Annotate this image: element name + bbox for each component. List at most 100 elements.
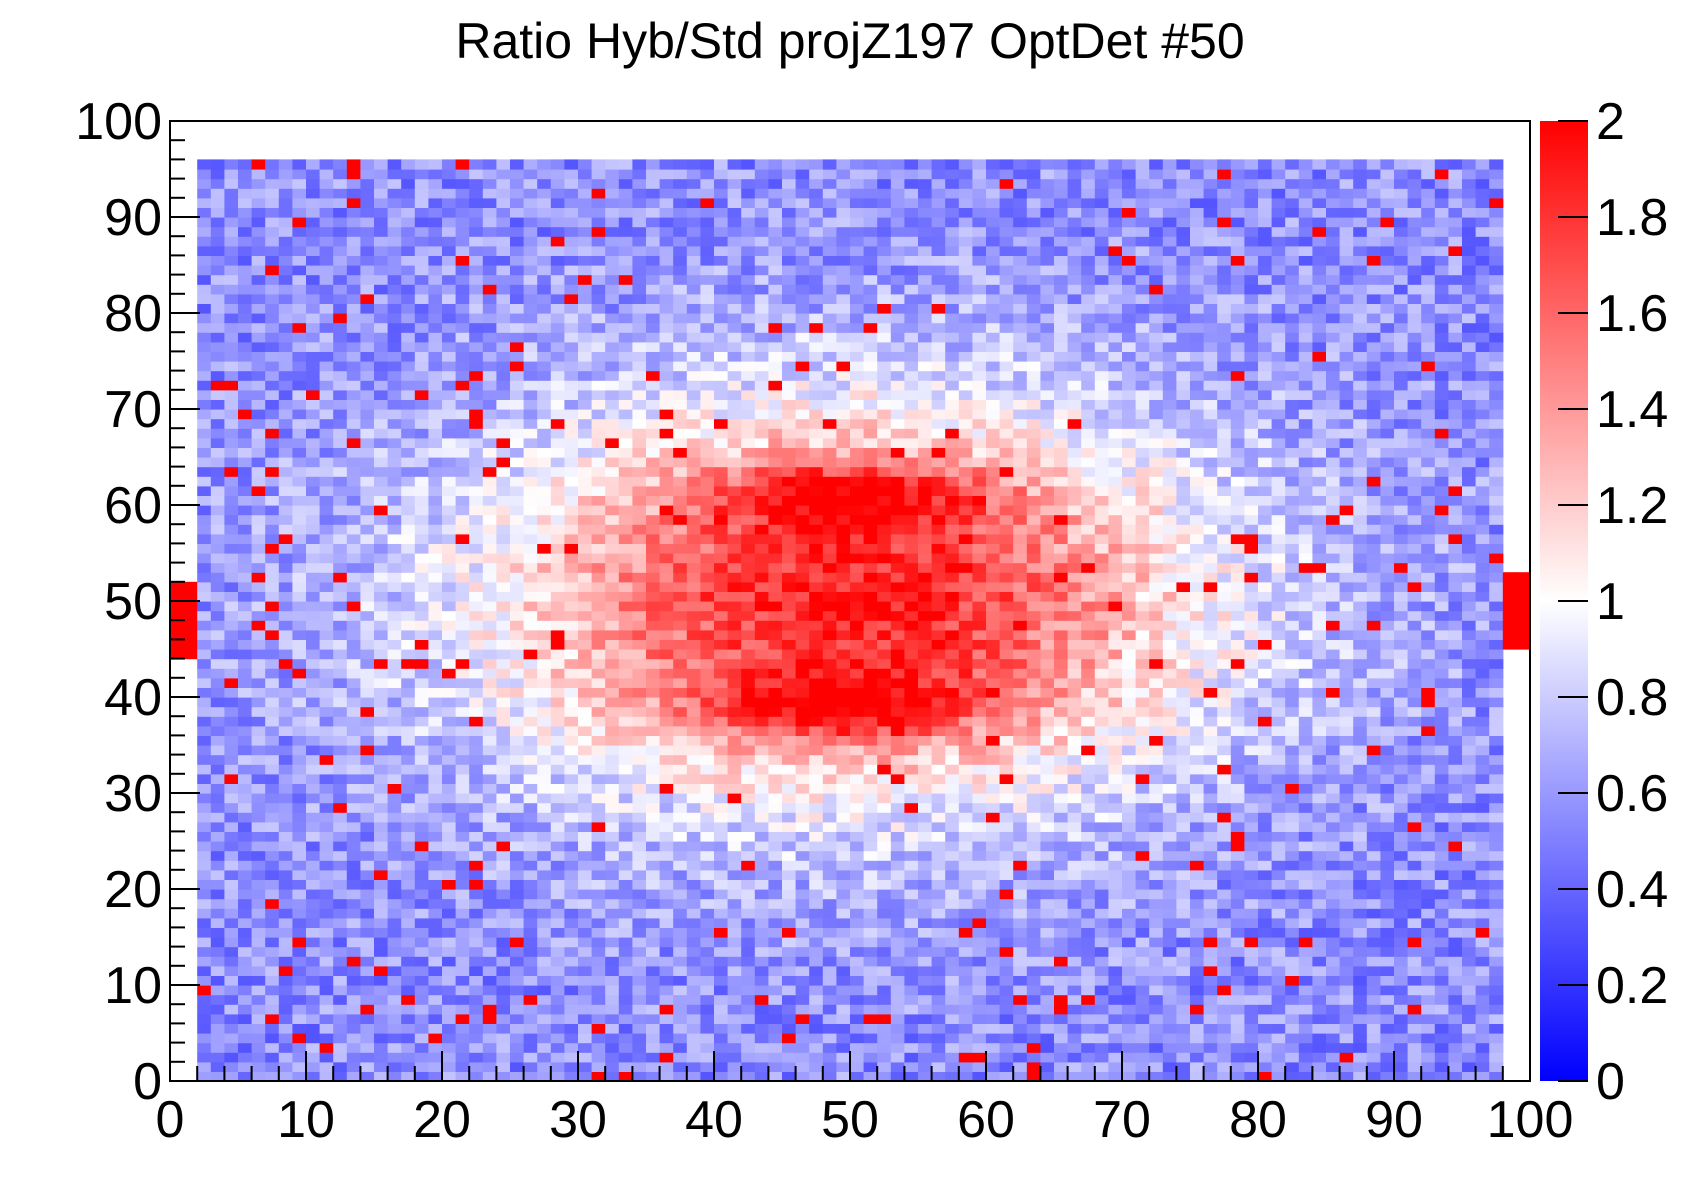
heatmap-cell: [632, 658, 647, 669]
heatmap-cell: [550, 639, 565, 650]
heatmap-cell: [1067, 975, 1082, 986]
heatmap-cell: [197, 697, 212, 708]
heatmap-cell: [1353, 937, 1368, 948]
heatmap-cell: [1122, 668, 1137, 679]
heatmap-cell: [958, 629, 973, 640]
heatmap-cell: [890, 985, 905, 996]
heatmap-cell: [319, 927, 334, 938]
heatmap-cell: [673, 831, 688, 842]
heatmap-cell: [836, 764, 851, 775]
heatmap-cell: [1489, 994, 1504, 1005]
heatmap-cell: [496, 581, 511, 592]
heatmap-cell: [931, 668, 946, 679]
heatmap-cell: [319, 601, 334, 612]
heatmap-cell: [1040, 1013, 1055, 1024]
heatmap-cell: [442, 889, 457, 900]
heatmap-cell: [850, 1061, 865, 1072]
heatmap-cell: [768, 975, 783, 986]
heatmap-cell: [333, 1004, 348, 1015]
heatmap-cell: [550, 841, 565, 852]
heatmap-cell: [306, 1013, 321, 1024]
heatmap-cell: [795, 610, 810, 621]
heatmap-cell: [265, 764, 280, 775]
heatmap-cell: [768, 965, 783, 976]
heatmap-cell: [904, 1042, 919, 1053]
heatmap-cell: [1462, 831, 1477, 842]
heatmap-cell: [210, 869, 225, 880]
heatmap-cell: [714, 610, 729, 621]
heatmap-cell: [822, 687, 837, 698]
heatmap-cell: [1244, 610, 1259, 621]
heatmap-cell: [945, 620, 960, 631]
heatmap-cell: [1054, 908, 1069, 919]
heatmap-cell: [238, 994, 253, 1005]
heatmap-cell: [1230, 629, 1245, 640]
heatmap-cell: [1176, 985, 1191, 996]
heatmap-cell: [1217, 1042, 1232, 1053]
heatmap-cell: [197, 610, 212, 621]
heatmap-cell: [1353, 697, 1368, 708]
heatmap-cell: [1339, 610, 1354, 621]
heatmap-cell: [442, 754, 457, 765]
heatmap-cell: [238, 591, 253, 602]
heatmap-cell: [850, 1071, 865, 1082]
heatmap-cell: [673, 610, 688, 621]
heatmap-cell: [1271, 1071, 1286, 1082]
heatmap-cell: [1026, 1033, 1041, 1044]
heatmap-cell: [564, 745, 579, 756]
heatmap-cell: [1135, 629, 1150, 640]
heatmap-cell: [591, 581, 606, 592]
heatmap-cell: [1108, 956, 1123, 967]
heatmap-cell: [618, 773, 633, 784]
heatmap-cell: [1462, 908, 1477, 919]
heatmap-cell: [306, 946, 321, 957]
heatmap-cell: [1339, 1004, 1354, 1015]
heatmap-cell: [863, 869, 878, 880]
heatmap-cell: [414, 985, 429, 996]
heatmap-cell: [319, 965, 334, 976]
heatmap-cell: [333, 1042, 348, 1053]
heatmap-cell: [1176, 965, 1191, 976]
heatmap-cell: [428, 850, 443, 861]
heatmap-cell: [659, 1052, 674, 1063]
heatmap-cell: [496, 716, 511, 727]
heatmap-cell: [1285, 1071, 1300, 1082]
heatmap-cell: [877, 821, 892, 832]
heatmap-cell: [754, 706, 769, 717]
heatmap-cell: [986, 658, 1001, 669]
heatmap-cell: [265, 1071, 280, 1082]
heatmap-cell: [1326, 946, 1341, 957]
heatmap-cell: [1081, 937, 1096, 948]
heatmap-cell: [673, 639, 688, 650]
heatmap-cell: [1394, 793, 1409, 804]
heatmap-cell: [1135, 745, 1150, 756]
heatmap-cell: [346, 1052, 361, 1063]
heatmap-cell: [292, 985, 307, 996]
heatmap-cell: [1258, 946, 1273, 957]
heatmap-cell: [482, 591, 497, 602]
heatmap-cell: [1067, 917, 1082, 928]
heatmap-cell: [578, 1052, 593, 1063]
heatmap-cell: [795, 754, 810, 765]
heatmap-cell: [1026, 581, 1041, 592]
heatmap-cell: [1067, 601, 1082, 612]
heatmap-cell: [1230, 908, 1245, 919]
heatmap-cell: [1312, 889, 1327, 900]
heatmap-cell: [1434, 629, 1449, 640]
heatmap-cell: [1516, 610, 1531, 621]
heatmap-cell: [210, 802, 225, 813]
heatmap-cell: [1366, 917, 1381, 928]
heatmap-cell: [1054, 869, 1069, 880]
heatmap-cell: [890, 1071, 905, 1082]
heatmap-cell: [1339, 937, 1354, 948]
heatmap-cell: [890, 639, 905, 650]
heatmap-cell: [795, 975, 810, 986]
heatmap-cell: [1203, 706, 1218, 717]
heatmap-cell: [1421, 754, 1436, 765]
heatmap-cell: [999, 937, 1014, 948]
heatmap-cell: [673, 1071, 688, 1082]
heatmap-cell: [809, 581, 824, 592]
heatmap-cell: [1054, 668, 1069, 679]
heatmap-cell: [224, 629, 239, 640]
heatmap-cell: [1366, 1033, 1381, 1044]
